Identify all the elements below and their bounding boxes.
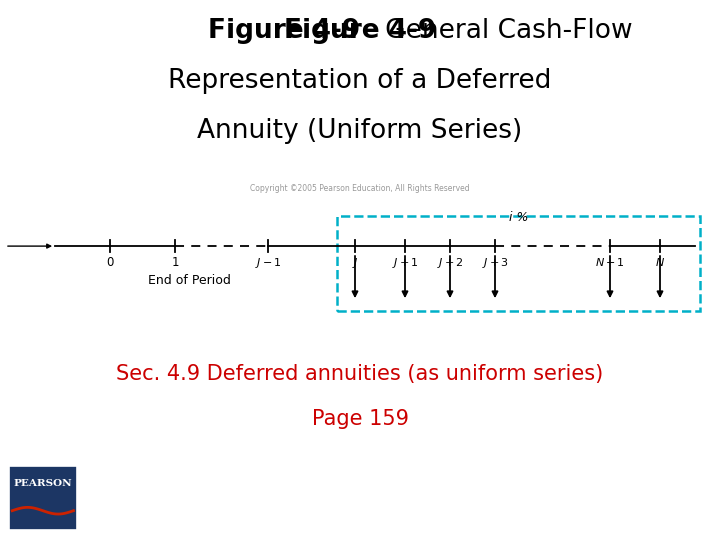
Text: Representation of a Deferred: Representation of a Deferred — [168, 68, 552, 94]
Text: Figure 4-9   General Cash-Flow: Figure 4-9 General Cash-Flow — [158, 18, 562, 44]
Text: End of Period: End of Period — [148, 274, 230, 287]
Text: Figure 4-9: Figure 4-9 — [208, 18, 360, 44]
Text: By William G. Sullivan, Elin M. Wicks, and C. Patrick Koelling: By William G. Sullivan, Elin M. Wicks, a… — [88, 509, 359, 518]
Text: PEARSON: PEARSON — [14, 480, 72, 488]
Text: All rights reserved.: All rights reserved. — [626, 509, 711, 518]
Text: Copyright ©2005 Pearson Education, All Rights Reserved: Copyright ©2005 Pearson Education, All R… — [250, 184, 470, 193]
Text: Page 159: Page 159 — [312, 409, 408, 429]
Text: Engineering Economy, Sixteenth Edition, Global Edition: Engineering Economy, Sixteenth Edition, … — [88, 477, 338, 486]
Text: General Cash-Flow: General Cash-Flow — [360, 18, 633, 44]
Text: $J-1$: $J-1$ — [255, 256, 282, 270]
Text: $J$: $J$ — [351, 256, 359, 270]
Text: $N-1$: $N-1$ — [595, 256, 625, 268]
Text: © Pearson Education Limited 2014: © Pearson Education Limited 2014 — [553, 477, 711, 486]
Text: i %: i % — [509, 211, 528, 224]
Bar — [337, 216, 700, 311]
Text: $J+1$: $J+1$ — [392, 256, 418, 270]
Text: $J+3$: $J+3$ — [482, 256, 508, 270]
Text: Annuity (Uniform Series): Annuity (Uniform Series) — [197, 118, 523, 144]
Text: Sec. 4.9 Deferred annuities (as uniform series): Sec. 4.9 Deferred annuities (as uniform … — [117, 364, 603, 384]
Text: $J+2$: $J+2$ — [436, 256, 464, 270]
Text: 1: 1 — [171, 256, 179, 269]
Text: $N$: $N$ — [655, 256, 665, 268]
Bar — [9, 467, 77, 530]
Text: 0: 0 — [107, 256, 114, 269]
Text: Figure 4-9: Figure 4-9 — [284, 18, 436, 44]
